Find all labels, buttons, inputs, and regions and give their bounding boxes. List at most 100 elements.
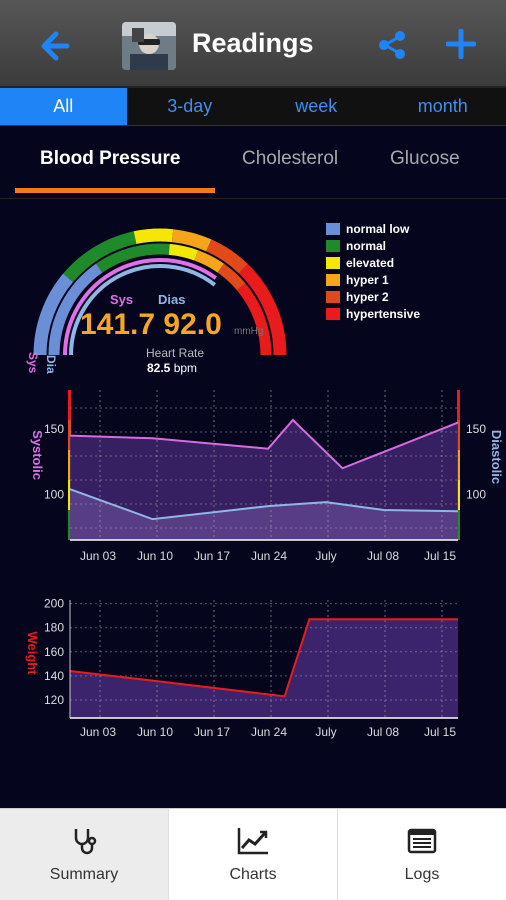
y-tick-label: 140 — [44, 669, 64, 683]
gauge-inner-band — [194, 250, 224, 273]
nav-logs-label: Logs — [404, 865, 440, 883]
back-arrow-icon[interactable] — [36, 28, 72, 64]
weight-line — [69, 618, 458, 698]
legend-item: hyper 1 — [326, 271, 420, 288]
weight-area — [70, 619, 458, 718]
systolic-range-bar — [68, 390, 71, 420]
page-title: Readings — [192, 28, 314, 58]
nav-charts[interactable]: Charts — [169, 809, 338, 900]
bp-reading: 141.7 92.0 — [80, 308, 222, 341]
nav-summary-label: Summary — [49, 865, 119, 883]
x-tick-label: Jun 03 — [80, 725, 116, 739]
gauge-legend: normal low normal elevated hyper 1 hyper… — [326, 220, 420, 322]
legend-label: hyper 1 — [346, 272, 389, 287]
x-tick-label: Jun 03 — [80, 549, 116, 563]
gauge-sys-axis-label: Sys — [26, 352, 40, 374]
tab-3-day[interactable]: 3-day — [167, 96, 213, 116]
legend-swatch — [326, 239, 340, 252]
legend-item: normal — [326, 237, 420, 254]
y-tick-label-right: 100 — [466, 487, 486, 501]
legend-item: normal low — [326, 220, 420, 237]
gauge-dias-needle-arc — [69, 264, 217, 356]
tab-all[interactable]: All — [0, 88, 127, 125]
y-tick-label-right: 150 — [466, 422, 486, 436]
y-axis-label-left: Systolic — [30, 430, 45, 480]
gauge-dia-axis-label: Dia — [44, 355, 58, 374]
x-tick-label: July — [315, 549, 336, 563]
weight-chart-svg: 200 180 160 140 120 Jun 03 Jun 10 Jun 17 Jun 24 J… — [25, 597, 458, 739]
bp-chart: Jun 03 Jun 10 Jun 17 Jun 24 July Jul 08 Jul 15… — [0, 380, 506, 570]
x-tick-label: Jul 08 — [367, 725, 399, 739]
x-tick-label: Jun 17 — [194, 549, 230, 563]
heart-rate-unit: bpm — [173, 361, 198, 375]
gauge-outer-band — [205, 239, 248, 274]
plus-icon[interactable] — [446, 29, 476, 59]
systolic-range-bar — [68, 480, 71, 510]
legend-swatch — [326, 273, 340, 286]
top-bar: Readings — [0, 0, 506, 88]
tab-week[interactable]: week — [295, 96, 338, 116]
nav-charts-label: Charts — [229, 865, 277, 883]
x-tick-label: July — [315, 725, 336, 739]
systolic-line — [69, 418, 459, 470]
tab-glucose[interactable]: Glucose — [390, 148, 460, 169]
heart-rate-label: Heart Rate — [146, 346, 205, 360]
diastolic-line — [69, 488, 459, 521]
gauge-inner-band — [236, 283, 272, 356]
list-icon — [407, 828, 437, 853]
y-tick-label: 200 — [44, 597, 64, 611]
nav-summary[interactable]: Summary — [0, 809, 169, 900]
gauge-outer-band — [63, 231, 137, 283]
gauge-inner-band — [96, 243, 170, 273]
divider — [0, 198, 506, 199]
diastolic-range-bar — [457, 420, 460, 450]
y-tick-label: 120 — [44, 693, 64, 707]
line-chart-icon — [237, 827, 268, 854]
y-axis-label: Weight — [25, 631, 40, 675]
gauge-inner-band — [217, 263, 246, 291]
legend-swatch — [326, 256, 340, 269]
x-tick-label: Jun 17 — [194, 725, 230, 739]
nav-logs[interactable]: Logs — [338, 809, 506, 900]
profile-avatar[interactable] — [122, 22, 176, 70]
heart-rate-value: 82.5 bpm — [147, 361, 197, 375]
heart-rate-number: 82.5 — [147, 361, 171, 375]
sys-label: Sys — [110, 292, 134, 307]
gauge-outer-band — [238, 264, 287, 356]
diastolic-range-bar — [457, 510, 460, 540]
y-tick-label-left: 150 — [44, 422, 64, 436]
bottom-nav: Summary Charts Logs — [0, 808, 506, 900]
diastolic-range-bar — [457, 390, 460, 420]
category-tabs: Blood Pressure Cholesterol Glucose — [0, 126, 506, 196]
y-axis-label-right: Diastolic — [489, 430, 504, 484]
tab-month[interactable]: month — [417, 96, 468, 116]
x-tick-label: Jun 24 — [251, 549, 287, 563]
gauge-sys-needle-arc — [63, 258, 218, 356]
legend-swatch — [326, 290, 340, 303]
blood-pressure-gauge — [33, 228, 287, 356]
active-tab-indicator — [15, 188, 215, 193]
gauge-inner-band — [48, 263, 103, 356]
gauge-inner-band — [168, 243, 199, 261]
dias-label: Dias — [158, 292, 186, 307]
share-icon[interactable] — [376, 29, 408, 61]
gauge-outer-band — [133, 228, 174, 245]
diastolic-area — [70, 489, 458, 540]
stethoscope-icon — [74, 828, 97, 854]
legend-swatch — [326, 307, 340, 320]
tab-blood-pressure[interactable]: Blood Pressure — [40, 148, 181, 169]
legend-label: normal — [346, 238, 387, 253]
legend-label: hyper 2 — [346, 289, 389, 304]
systolic-range-bar — [68, 510, 71, 540]
legend-label: normal low — [346, 221, 410, 236]
tab-cholesterol[interactable]: Cholesterol — [242, 148, 339, 169]
diastolic-range-bar — [457, 480, 460, 510]
legend-item: elevated — [326, 254, 420, 271]
systolic-range-bar — [68, 450, 71, 480]
bp-unit: mmHg — [234, 326, 264, 337]
x-tick-label: Jul 08 — [367, 549, 399, 563]
systolic-range-bar — [68, 420, 71, 450]
x-tick-label: Jul 15 — [424, 725, 456, 739]
y-tick-label-left: 100 — [44, 487, 64, 501]
